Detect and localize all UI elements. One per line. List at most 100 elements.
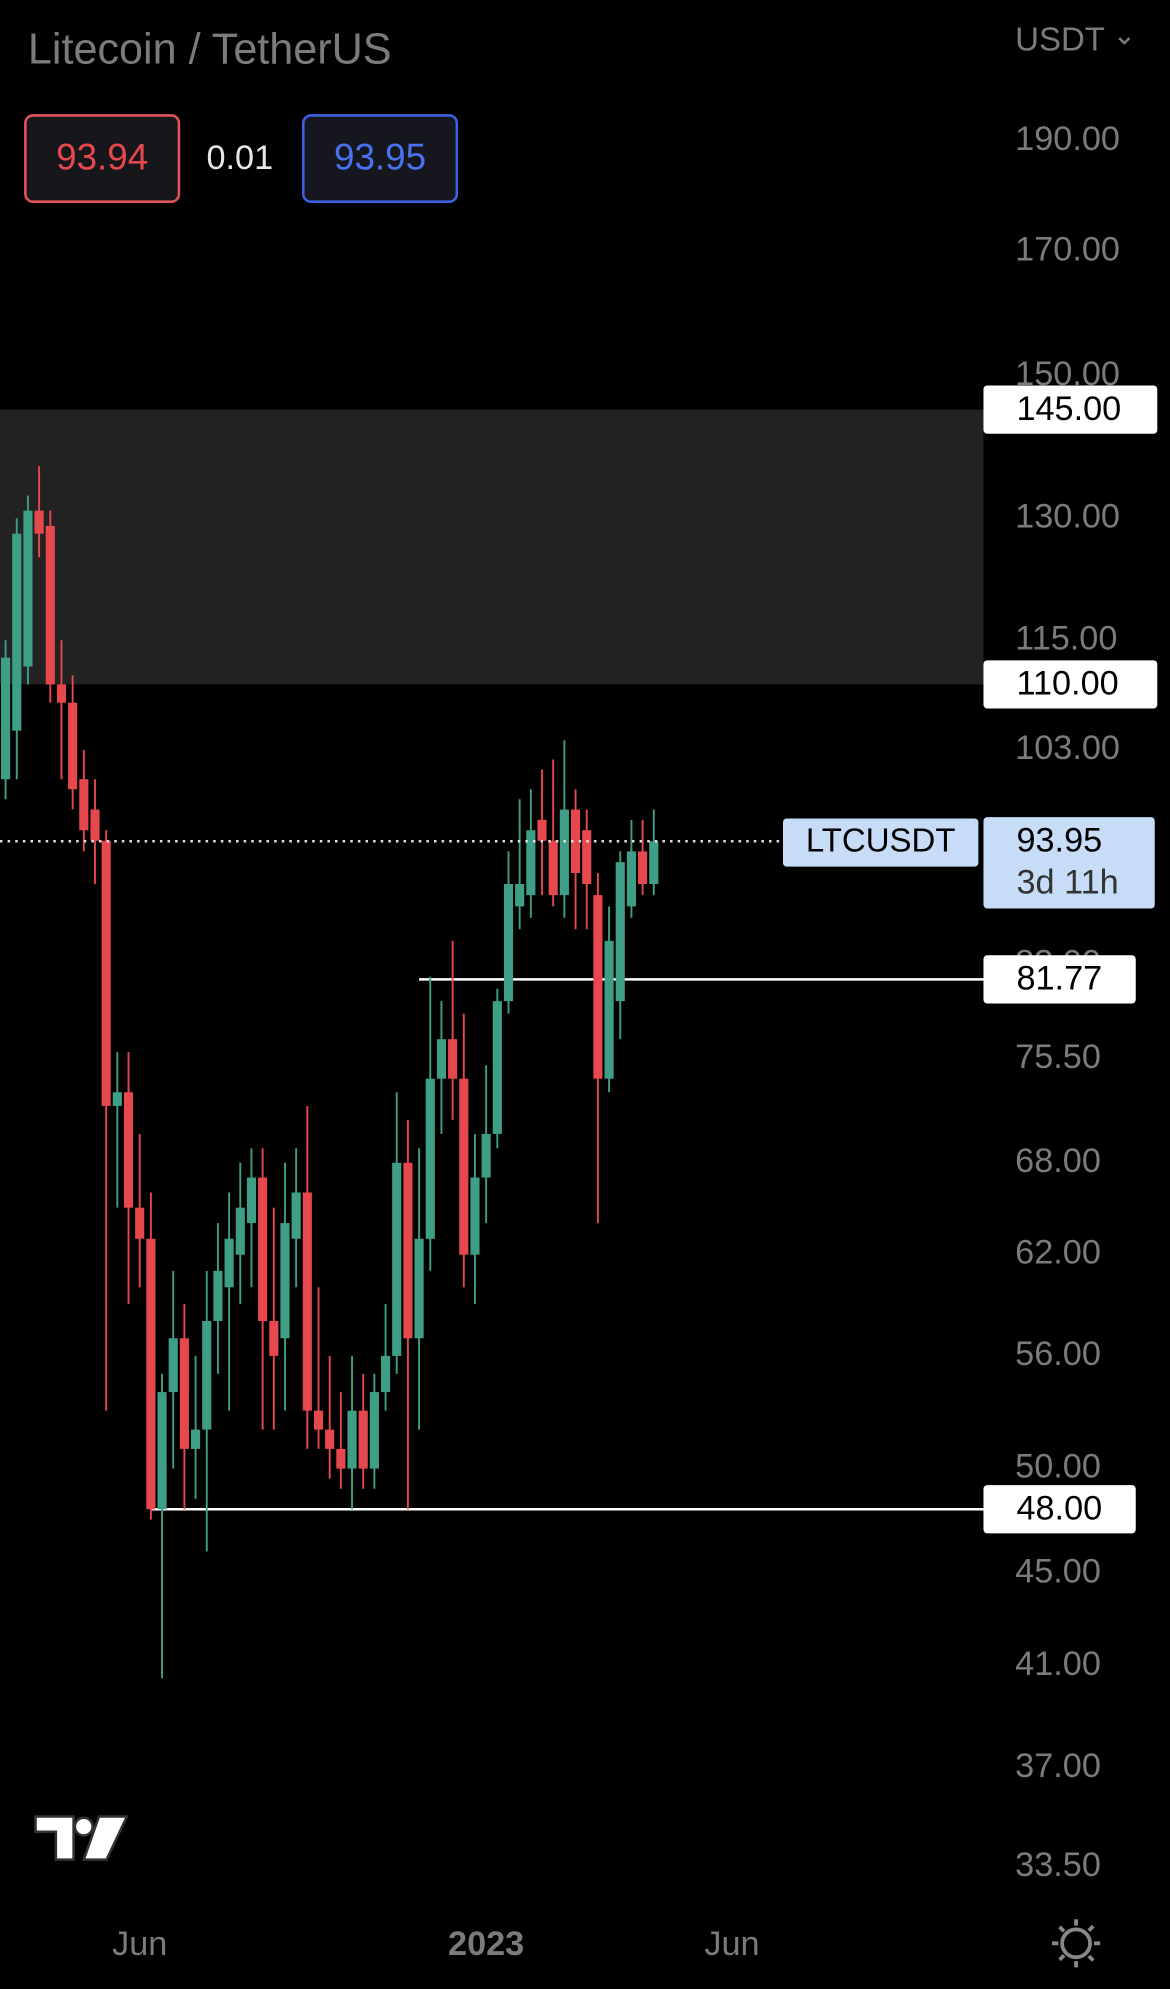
y-tick-label: 33.50 — [1015, 1846, 1101, 1884]
level-label-box — [983, 660, 1158, 709]
candle-body — [604, 940, 614, 1079]
y-tick-label: 103.00 — [1015, 729, 1120, 767]
candle-body — [347, 1410, 357, 1469]
candle-body — [291, 1192, 301, 1239]
level-label-box — [983, 1485, 1136, 1534]
candle-body — [414, 1238, 424, 1339]
y-tick-label: 37.00 — [1015, 1747, 1101, 1785]
candle-body — [436, 1039, 447, 1079]
candle-body — [302, 1192, 312, 1411]
candle-body — [515, 884, 525, 907]
candle-body — [593, 895, 603, 1079]
level-label: 110.00 — [1016, 665, 1118, 703]
last-price-label: 93.95 — [1016, 822, 1102, 860]
candle-body — [582, 830, 592, 885]
y-tick-label: 50.00 — [1015, 1448, 1101, 1486]
symbol-label: LTCUSDT — [806, 821, 956, 858]
candle-body — [56, 684, 67, 703]
level-label-box — [983, 385, 1158, 434]
candle-body — [336, 1448, 346, 1469]
candle-body — [492, 1001, 502, 1134]
level-label: 145.00 — [1016, 390, 1121, 428]
candle-body — [235, 1207, 245, 1255]
bid-box[interactable] — [24, 114, 181, 203]
y-tick-label: 45.00 — [1015, 1552, 1101, 1590]
candle-body — [213, 1270, 223, 1322]
candle-body — [258, 1177, 268, 1322]
candle-body — [101, 840, 111, 1106]
y-tick-label: 68.00 — [1015, 1142, 1101, 1180]
countdown: 3d 11h — [1016, 863, 1118, 901]
candle-body — [358, 1410, 368, 1469]
candle-body — [157, 1392, 167, 1510]
candle-body — [123, 1092, 134, 1208]
candle-body — [503, 884, 514, 1002]
candle-body — [1, 657, 11, 780]
ask-price[interactable]: 93.95 — [334, 137, 426, 178]
spread: 0.01 — [206, 139, 273, 177]
candle-body — [526, 830, 536, 896]
level-label: 48.00 — [1016, 1490, 1102, 1528]
dropdown-icon[interactable] — [1118, 37, 1131, 45]
candle-body — [325, 1429, 335, 1449]
overlay: Litecoin / TetherUS USDT 93.94 0.01 93.9… — [24, 21, 1158, 1968]
last-price-box — [983, 817, 1155, 909]
tradingview-logo[interactable] — [34, 1815, 129, 1861]
bid-price[interactable]: 93.94 — [56, 137, 148, 178]
candle-body — [90, 809, 100, 841]
candle-body — [392, 1162, 402, 1356]
candle-body — [179, 1338, 189, 1449]
candle-body — [269, 1321, 279, 1356]
level-label: 81.77 — [1016, 960, 1102, 998]
candle-body — [23, 510, 33, 667]
y-tick-label: 56.00 — [1015, 1335, 1101, 1373]
x-tick-label: 2023 — [448, 1925, 524, 1963]
candle-body — [403, 1162, 413, 1339]
candle-body — [224, 1238, 234, 1288]
y-tick-label: 115.00 — [1015, 619, 1117, 657]
chart-title: Litecoin / TetherUS — [28, 25, 392, 73]
candle-body — [570, 809, 581, 874]
candle-body — [548, 840, 558, 896]
candle-body — [459, 1078, 469, 1255]
candle-body — [45, 525, 55, 685]
y-tick-label: 170.00 — [1015, 231, 1120, 269]
y-tick-label: 75.50 — [1015, 1038, 1101, 1076]
candle-body — [380, 1355, 391, 1393]
candle-body — [79, 779, 89, 831]
candle-body — [481, 1133, 491, 1178]
candle-body — [559, 809, 569, 896]
y-tick-label: 41.00 — [1015, 1645, 1101, 1683]
currency[interactable]: USDT — [1015, 21, 1105, 58]
candle-body — [425, 1078, 435, 1239]
candle-body — [448, 1039, 458, 1079]
candle-body — [649, 841, 659, 885]
zone — [0, 409, 984, 685]
candle-body — [68, 702, 78, 790]
ask-box[interactable] — [302, 114, 459, 203]
plot-area: 190.00170.00150.00130.00115.00103.0083.0… — [0, 120, 1120, 1963]
candle-body — [202, 1321, 212, 1430]
level-label-box — [983, 955, 1136, 1004]
x-tick-label: Jun — [112, 1925, 167, 1963]
candle-body — [537, 819, 547, 841]
y-tick-label: 62.00 — [1015, 1234, 1101, 1272]
candle-body — [369, 1392, 379, 1469]
candle-body — [191, 1429, 201, 1449]
candle-body — [112, 1092, 122, 1106]
candle-body — [638, 851, 648, 885]
symbol-box — [782, 818, 979, 867]
candle-body — [313, 1410, 324, 1430]
settings-icon[interactable] — [1051, 1919, 1101, 1968]
candle-body — [34, 510, 44, 534]
candle-body — [168, 1338, 178, 1393]
candle-body — [626, 851, 636, 907]
candle-body — [12, 533, 22, 731]
candle-body — [470, 1177, 480, 1255]
candle-body — [280, 1223, 290, 1339]
y-tick-label: 130.00 — [1015, 497, 1120, 535]
candle-body — [246, 1177, 257, 1224]
